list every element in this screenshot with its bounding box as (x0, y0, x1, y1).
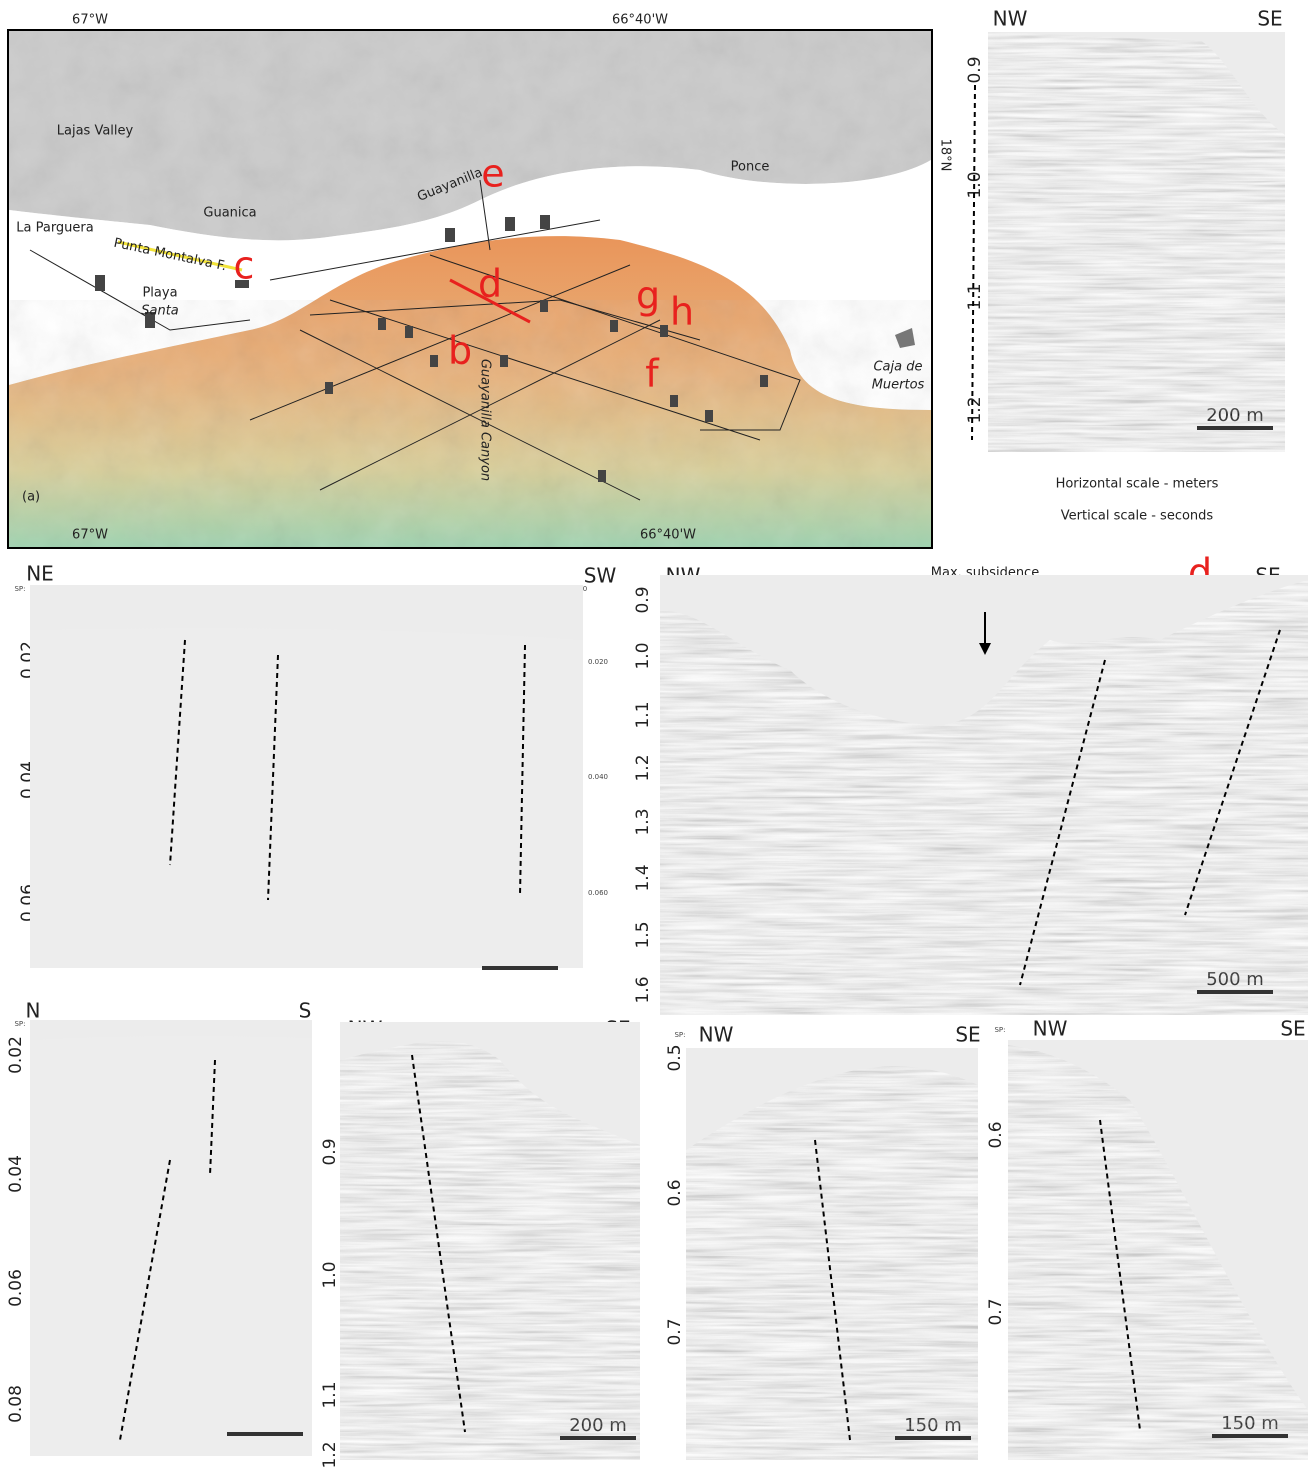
y-tick-label: 0.02 (6, 1036, 26, 1074)
seismic-data (30, 1020, 312, 1456)
longitude-label: 66°40'W (640, 528, 696, 543)
place-label: Guanica (203, 206, 256, 221)
profile-marker: e (481, 152, 504, 196)
y-tick-label-right: 0.020 (588, 658, 608, 666)
seismic-panel (686, 1048, 978, 1460)
y-tick-label: 1.4 (633, 864, 653, 891)
shotpoint-label: SP: (14, 1020, 25, 1028)
y-tick-label: 1.1 (633, 701, 653, 728)
profile-marker: c (234, 244, 255, 288)
figure: 67°W 66°40'W 67°W 66°40'W 18°N Lajas Valley Gu… (0, 0, 1311, 1467)
y-tick-label: 0.7 (986, 1298, 1006, 1325)
profile-marker: g (636, 274, 660, 318)
latitude-label: 18°N (938, 139, 953, 172)
y-tick-label: 0.9 (965, 56, 985, 83)
seismic-panel (340, 1022, 640, 1460)
y-tick-label: 0.6 (986, 1121, 1006, 1148)
seismic-panel (660, 575, 1308, 1015)
seismic-panel (30, 1020, 312, 1456)
panel-label: (a) (22, 490, 40, 505)
y-tick-label: 0.7 (665, 1318, 685, 1345)
place-label: Muertos (872, 378, 925, 393)
direction-label: NW (699, 1023, 734, 1047)
place-label: Santa (141, 304, 179, 319)
seismic-data (30, 585, 583, 968)
place-label: Ponce (731, 160, 770, 175)
profile-marker: h (670, 290, 694, 334)
place-label: Guayanilla Canyon (478, 359, 493, 481)
direction-label: SW (584, 564, 617, 588)
y-tick-label: 0.04 (6, 1155, 26, 1193)
direction-label: NW (1033, 1017, 1068, 1041)
shotpoint-label: SP: (14, 585, 25, 593)
scale-note: Vertical scale - seconds (1061, 509, 1214, 524)
y-tick-label: 0.9 (320, 1138, 340, 1165)
y-tick-label: 1.2 (633, 754, 653, 781)
shotpoint-label: SP: (674, 1031, 685, 1039)
y-tick-label: 0.08 (6, 1385, 26, 1423)
profile-marker: d (478, 262, 502, 306)
y-tick-label: 1.3 (633, 808, 653, 835)
direction-label: N (26, 999, 41, 1023)
y-tick-label: 0.9 (633, 586, 653, 613)
y-tick-label-right: 0.060 (588, 889, 608, 897)
direction-label: NW (993, 7, 1028, 31)
profile-marker: f (645, 352, 660, 396)
seismic-data (988, 32, 1285, 452)
y-tick-label-right: 0.040 (588, 773, 608, 781)
y-tick-label: 0.6 (665, 1179, 685, 1206)
profile-marker: b (448, 329, 472, 373)
y-tick-label: 1.1 (320, 1381, 340, 1408)
direction-label: S (299, 999, 312, 1023)
y-tick-label: 1.2 (965, 396, 985, 423)
fault-trace (972, 85, 975, 440)
y-tick-label: 0.5 (665, 1044, 685, 1071)
shotpoint-label: SP: (994, 1026, 1005, 1034)
y-tick-label: 1.2 (320, 1441, 340, 1467)
place-label: Playa (142, 286, 177, 301)
longitude-label: 66°40'W (612, 13, 668, 28)
place-label: La Parguera (16, 221, 93, 236)
seismic-panel (30, 585, 583, 968)
scale-note: Horizontal scale - meters (1056, 477, 1219, 492)
longitude-label: 67°W (72, 528, 108, 543)
y-tick-label: 1.1 (965, 283, 985, 310)
direction-label: NE (26, 562, 54, 586)
direction-label: SE (955, 1023, 980, 1047)
direction-label: SE (1257, 7, 1282, 31)
place-label: Lajas Valley (57, 124, 134, 139)
seismic-panel (972, 32, 1285, 452)
direction-label: SE (1280, 1017, 1305, 1041)
place-label: Caja de (873, 360, 922, 375)
longitude-label: 67°W (72, 13, 108, 28)
y-tick-label: 1.6 (633, 976, 653, 1003)
y-tick-label: 1.5 (633, 921, 653, 948)
y-tick-label: 1.0 (633, 642, 653, 669)
seismic-panel (1008, 1040, 1308, 1460)
y-tick-label: 0.06 (6, 1269, 26, 1307)
y-tick-label: 1.0 (320, 1261, 340, 1288)
